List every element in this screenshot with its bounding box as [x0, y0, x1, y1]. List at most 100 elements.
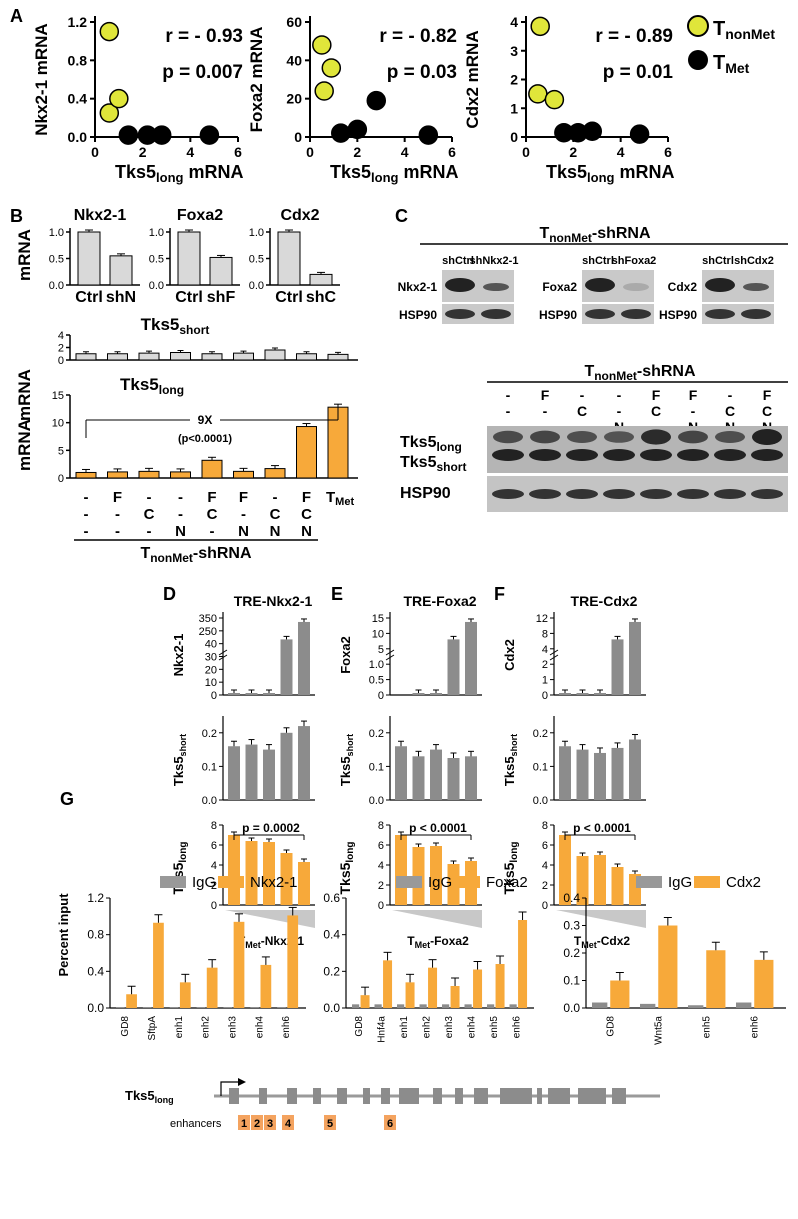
bar [280, 639, 293, 695]
band-loading [566, 489, 598, 499]
bar [629, 621, 641, 695]
bar [263, 749, 275, 800]
band-long [604, 431, 634, 443]
x-axis-label: Tks5long mRNA [330, 162, 458, 185]
x-tick-label: 2 [139, 144, 147, 160]
label-sub: nonMet [594, 369, 637, 383]
bar [559, 746, 571, 800]
category-label: enh5 [702, 1016, 713, 1039]
band-loading [714, 489, 746, 499]
bar-igg [374, 1004, 382, 1008]
bar [629, 739, 641, 800]
enhancer-box [324, 1115, 336, 1130]
lane-label: shCtrl [442, 255, 474, 267]
legend-label: IgG [192, 874, 216, 891]
y-axis-label: mRNA [15, 229, 34, 281]
combo-symbol: - [147, 523, 152, 540]
chart-title: TRE-Cdx2 [571, 593, 638, 609]
y-axis-label: Foxa2 [338, 636, 353, 674]
band [585, 278, 615, 292]
label-sub: Met [335, 496, 354, 508]
legend-swatch-chip [454, 876, 480, 888]
label-sub: Met [245, 940, 261, 950]
combo-symbol: F [207, 489, 216, 506]
bar [395, 835, 407, 905]
label-tail: -shRNA [592, 225, 651, 242]
x-axis-label: TMet-Foxa2 [407, 934, 469, 950]
label-sub: short [178, 734, 188, 757]
enhancer-number: 5 [327, 1118, 333, 1130]
bar-igg [196, 1007, 206, 1008]
label-sub: short [436, 460, 466, 474]
band-long [678, 430, 708, 444]
bar [395, 746, 407, 800]
bar-chip [287, 915, 299, 1008]
y-tick-label: 0.2 [369, 728, 384, 740]
band-long [493, 430, 523, 444]
bar [228, 835, 240, 905]
y-tick-label: 0.1 [369, 761, 384, 773]
bar [264, 468, 286, 479]
y-tick-label: 0.0 [369, 795, 384, 807]
band [445, 309, 475, 319]
y-axis-label: Tks5short [338, 734, 355, 786]
bar-igg [397, 1004, 405, 1008]
label-sub: long [345, 841, 356, 862]
combo-symbol: - [178, 506, 183, 523]
y-tick-label: 2 [211, 880, 217, 892]
label-sub: long [436, 440, 461, 454]
bar-igg [509, 1004, 517, 1008]
bar-igg [352, 1004, 360, 1008]
panel-label-E: E [331, 584, 343, 604]
band-short [492, 449, 524, 461]
band-label-long: Tks5long [400, 434, 462, 454]
band [741, 309, 771, 319]
bar [298, 726, 310, 800]
band-short [640, 449, 672, 461]
combo-symbol: N [301, 523, 312, 540]
x-axis-label: Tks5long mRNA [115, 162, 243, 185]
y-tick-label: 4 [211, 860, 217, 872]
chip-bar-chart-2: IgG Foxa2 0.0 0.2 0.4 0.6 GD8 Hnf4a enh1 enh2 enh3… [323, 874, 534, 1043]
y-tick-label: 0.8 [87, 928, 104, 942]
lane-label: shCtrl [582, 255, 614, 267]
bar-chip [405, 982, 415, 1008]
combo-symbol: N [238, 523, 249, 540]
y-tick-label: 1.0 [49, 227, 64, 239]
enhancer-box [282, 1115, 294, 1130]
combo-symbol: F [763, 387, 772, 403]
combo-symbol: - [543, 403, 548, 419]
y-tick-label: 15 [372, 613, 384, 625]
y-tick-label: 4 [542, 644, 548, 656]
bar [228, 746, 240, 800]
induction-panel-2: TRE-Foxa200.51.051015Foxa20.00.10.2Tks5s… [337, 593, 482, 950]
category-label: enh3 [228, 1016, 239, 1039]
y-tick-label: 0 [542, 900, 548, 912]
band-long [567, 431, 597, 443]
bar [170, 352, 191, 361]
band-long [641, 429, 671, 445]
bar-igg [592, 1002, 608, 1008]
bar [576, 856, 589, 905]
y-tick-label: 2 [542, 880, 548, 892]
bar [594, 693, 606, 695]
small-bar-chart-2: Foxa2 0.0 0.5 1.0 Ctrl shF [149, 207, 240, 306]
label-sub: short [179, 323, 209, 337]
bar-chip [495, 964, 505, 1008]
y-tick-label: 8 [542, 820, 548, 832]
label-sub: Met [581, 940, 597, 950]
band [481, 309, 511, 319]
y-tick-label: 6 [378, 840, 384, 852]
data-point-met [151, 125, 172, 145]
enhancers-label: enhancers [170, 1118, 222, 1130]
blot-loading-label: HSP90 [659, 308, 697, 322]
bar [209, 256, 233, 286]
band-loading [603, 489, 635, 499]
exon [337, 1088, 347, 1104]
y-axis-label: Cdx2 mRNA [463, 30, 482, 128]
y-axis-label: Tks5long [337, 841, 356, 894]
y-tick-label: 3 [510, 43, 518, 59]
data-point-met [347, 119, 368, 140]
bar [277, 231, 301, 286]
